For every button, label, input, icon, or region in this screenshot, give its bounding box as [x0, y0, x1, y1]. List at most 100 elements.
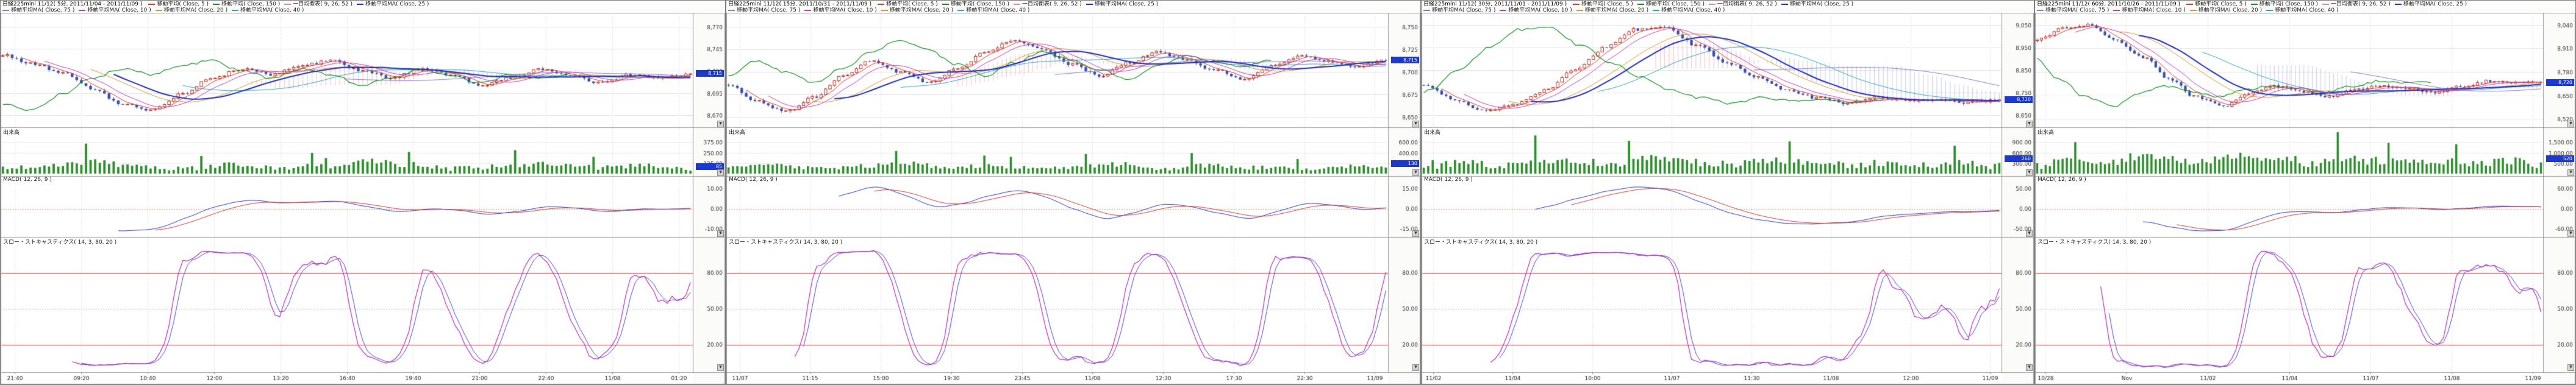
- legend-label: 移動平均MA( Close, 10 ): [87, 7, 151, 13]
- axis-scroll-button[interactable]: ▼: [1412, 121, 1419, 127]
- legend-label: 移動平均MA( Close, 20 ): [163, 7, 228, 13]
- axis-scroll-button[interactable]: ▼: [2026, 230, 2033, 237]
- legend-marker-icon: [1573, 4, 1580, 5]
- legend-marker-icon: [878, 4, 885, 5]
- legend-row-2: 移動平均MA( Close, 75 ) 移動平均MA( Close, 10 ) 移動…: [728, 7, 1419, 13]
- legend-item: 移動平均MA( Close, 40 ): [2266, 7, 2338, 13]
- chart-title: 日経225mini 11/12( 5分, 2011/11/04 - 2011/1…: [2, 1, 143, 7]
- legend-item: 移動平均MA( Close, 75 ): [728, 7, 800, 13]
- legend-marker-icon: [1653, 10, 1660, 11]
- legend-marker-icon: [2394, 4, 2402, 5]
- axis-scroll-button[interactable]: ▼: [1412, 169, 1419, 176]
- legend-marker-icon: [804, 10, 812, 11]
- chart-header: 日経225mini 11/12( 60分, 2011/10/26 - 2011/…: [2035, 1, 2575, 13]
- axis-scroll-button[interactable]: ▼: [1412, 364, 1419, 371]
- legend-item: 移動平均( Close, 5 ): [2186, 1, 2247, 7]
- chart-header: 日経225mini 11/12( 15分, 2011/10/31 - 2011/…: [726, 1, 1420, 13]
- legend-marker-icon: [1637, 4, 1644, 5]
- price-chart-canvas[interactable]: [726, 13, 1420, 384]
- axis-scroll-button[interactable]: ▼: [2567, 230, 2574, 237]
- legend-marker-icon: [357, 4, 364, 5]
- last-volume-chip: 85: [696, 163, 724, 171]
- legend-marker-icon: [2186, 4, 2194, 5]
- legend-item: 移動平均MA( Close, 40 ): [1653, 7, 1725, 13]
- legend-row-2: 移動平均MA( Close, 75 ) 移動平均MA( Close, 10 ) 移動…: [2037, 7, 2574, 13]
- legend-item: 移動平均MA( Close, 25 ): [357, 1, 429, 7]
- legend-item: 移動平均MA( Close, 75 ): [2037, 7, 2109, 13]
- legend-marker-icon: [155, 10, 162, 11]
- legend-item: 移動平均MA( Close, 75 ): [1423, 7, 1495, 13]
- legend-marker-icon: [942, 4, 949, 5]
- volume-pane-label: 出来高: [2, 128, 21, 136]
- price-chart-canvas[interactable]: [1422, 13, 2034, 384]
- legend-marker-icon: [1423, 10, 1430, 11]
- legend-label: 移動平均MA( Close, 40 ): [966, 7, 1030, 13]
- legend-label: 一目均衡表( 9, 26, 52 ): [1717, 1, 1777, 7]
- legend-item: 移動平均MA( Close, 25 ): [1086, 1, 1158, 7]
- legend-label: 移動平均MA( Close, 10 ): [813, 7, 877, 13]
- legend-label: 移動平均MA( Close, 75 ): [11, 7, 75, 13]
- legend-label: 移動平均MA( Close, 25 ): [1094, 1, 1159, 7]
- legend-label: 一目均衡表( 9, 26, 52 ): [2330, 1, 2391, 7]
- legend-label: 移動平均MA( Close, 75 ): [737, 7, 801, 13]
- legend-marker-icon: [2322, 4, 2329, 5]
- legend-label: 移動平均MA( Close, 25 ): [1789, 1, 1854, 7]
- axis-scroll-button[interactable]: ▼: [717, 364, 724, 371]
- chart-panel-4: 日経225mini 11/12( 60分, 2011/10/26 - 2011/…: [2034, 0, 2576, 385]
- legend-item: 移動平均( Close, 150 ): [942, 1, 1009, 7]
- axis-scroll-button[interactable]: ▼: [2026, 364, 2033, 371]
- legend-row-1: 日経225mini 11/12( 30分, 2011/11/01 - 2011/…: [1423, 1, 2032, 7]
- axis-scroll-button[interactable]: ▼: [2567, 364, 2574, 371]
- legend-label: 一目均衡表( 9, 26, 52 ): [1021, 1, 1082, 7]
- axis-scroll-button[interactable]: ▼: [2026, 121, 2033, 127]
- legend-marker-icon: [1576, 10, 1583, 11]
- legend-marker-icon: [79, 10, 86, 11]
- axis-scroll-button[interactable]: ▼: [717, 121, 724, 127]
- stoch-pane-label: スロー・ストキャスティクス( 14, 3, 80, 20 ): [2037, 238, 2152, 245]
- legend-item: 移動平均MA( Close, 25 ): [1781, 1, 1853, 7]
- price-chart-canvas[interactable]: [2035, 13, 2575, 384]
- legend-marker-icon: [213, 4, 220, 5]
- legend-row-2: 移動平均MA( Close, 75 ) 移動平均MA( Close, 10 ) 移動…: [1423, 7, 2032, 13]
- legend-label: 移動平均MA( Close, 10 ): [1508, 7, 1572, 13]
- last-price-chip: 8,720: [2546, 79, 2574, 86]
- legend-label: 移動平均MA( Close, 40 ): [240, 7, 304, 13]
- last-price-chip: 8,715: [1391, 57, 1419, 64]
- macd-pane-label: MACD( 12, 26, 9 ): [728, 177, 778, 183]
- legend-row-2: 移動平均MA( Close, 75 ) 移動平均MA( Close, 10 ) 移動…: [2, 7, 723, 13]
- legend-marker-icon: [1013, 4, 1020, 5]
- legend-marker-icon: [728, 10, 735, 11]
- legend-item: 移動平均( Close, 5 ): [148, 1, 209, 7]
- axis-scroll-button[interactable]: ▼: [2567, 169, 2574, 176]
- axis-scroll-button[interactable]: ▼: [717, 230, 724, 237]
- legend-row-1: 日経225mini 11/12( 5分, 2011/11/04 - 2011/1…: [2, 1, 723, 7]
- chart-title: 日経225mini 11/12( 60分, 2011/10/26 - 2011/…: [2037, 1, 2181, 7]
- axis-scroll-button[interactable]: ▼: [717, 169, 724, 176]
- legend-row-1: 日経225mini 11/12( 15分, 2011/10/31 - 2011/…: [728, 1, 1419, 7]
- legend-label: 移動平均MA( Close, 20 ): [889, 7, 954, 13]
- axis-scroll-button[interactable]: ▼: [2026, 169, 2033, 176]
- legend-label: 移動平均( Close, 150 ): [2259, 1, 2318, 7]
- legend-item: 移動平均MA( Close, 10 ): [1500, 7, 1572, 13]
- chart-panel-2: 日経225mini 11/12( 15分, 2011/10/31 - 2011/…: [726, 0, 1421, 385]
- stoch-pane-label: スロー・ストキャスティクス( 14, 3, 80, 20 ): [1423, 238, 1539, 245]
- legend-item: 移動平均MA( Close, 20 ): [155, 7, 228, 13]
- last-volume-chip: 130: [1391, 160, 1419, 167]
- legend-marker-icon: [1781, 4, 1788, 5]
- last-price-chip: 8,720: [2005, 96, 2033, 103]
- volume-pane-label: 出来高: [2037, 128, 2055, 136]
- legend-label: 移動平均MA( Close, 75 ): [1432, 7, 1496, 13]
- legend-label: 移動平均( Close, 5 ): [886, 1, 938, 7]
- legend-marker-icon: [957, 10, 965, 11]
- axis-scroll-button[interactable]: ▼: [2567, 121, 2574, 127]
- price-chart-canvas[interactable]: [1, 13, 725, 384]
- axis-scroll-button[interactable]: ▼: [1412, 230, 1419, 237]
- legend-label: 移動平均MA( Close, 20 ): [2198, 7, 2263, 13]
- legend-item: 移動平均MA( Close, 10 ): [79, 7, 151, 13]
- legend-item: 移動平均( Close, 150 ): [1637, 1, 1705, 7]
- legend-marker-icon: [2266, 10, 2274, 11]
- legend-label: 移動平均( Close, 5 ): [2195, 1, 2247, 7]
- chart-panel-1: 日経225mini 11/12( 5分, 2011/11/04 - 2011/1…: [0, 0, 726, 385]
- chart-header: 日経225mini 11/12( 5分, 2011/11/04 - 2011/1…: [1, 1, 725, 13]
- chart-header: 日経225mini 11/12( 30分, 2011/11/01 - 2011/…: [1422, 1, 2034, 13]
